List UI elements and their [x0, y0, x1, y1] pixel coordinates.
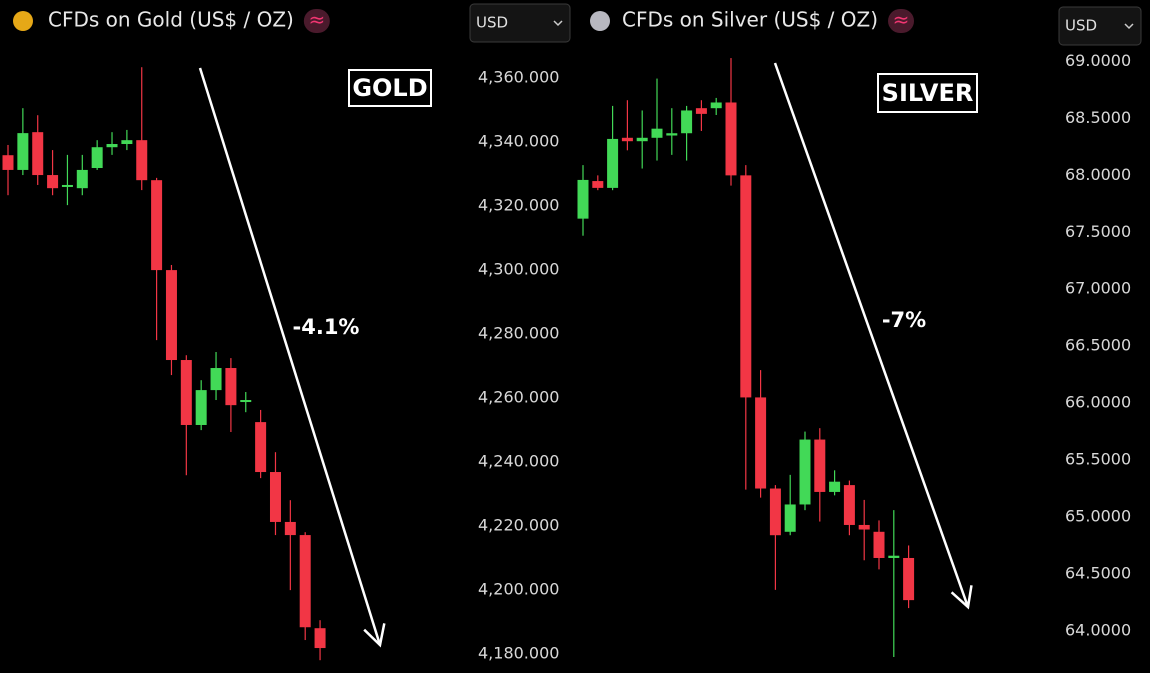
- arrow-head: [363, 623, 386, 648]
- candle-body: [903, 557, 915, 601]
- candle-body: [695, 108, 707, 114]
- y-tick-label: 4,280.000: [478, 324, 559, 343]
- y-tick-label: 4,220.000: [478, 516, 559, 535]
- candle-body: [725, 102, 737, 176]
- candle-body: [17, 133, 29, 170]
- symbol-icon: [590, 11, 610, 31]
- y-tick-label: 67.0000: [1065, 279, 1131, 298]
- candle-body: [91, 147, 103, 169]
- candle-body: [636, 137, 648, 142]
- symbol-mark: ≈: [308, 8, 325, 32]
- candle-body: [225, 368, 237, 406]
- candle-body: [76, 169, 88, 189]
- candle-body: [165, 270, 177, 361]
- y-tick-label: 4,320.000: [478, 196, 559, 215]
- y-tick-label: 68.5000: [1065, 108, 1131, 127]
- candle-body: [577, 179, 589, 219]
- candle-body: [784, 504, 796, 532]
- trend-arrow: [198, 67, 382, 646]
- label-box: [348, 69, 432, 107]
- candle-body: [2, 155, 14, 170]
- candle-body: [755, 397, 767, 489]
- candle-body: [799, 439, 811, 505]
- candle-body: [814, 439, 826, 492]
- candle-body: [121, 140, 133, 145]
- candle-body: [829, 481, 841, 492]
- label-text: GOLD: [352, 74, 427, 102]
- y-tick-label: 64.5000: [1065, 563, 1131, 582]
- dropdown-chevron: [1124, 23, 1134, 30]
- y-tick-label: 4,180.000: [478, 644, 559, 663]
- candle-body: [240, 400, 252, 403]
- candle-body: [769, 488, 781, 536]
- chart-title: CFDs on Silver (US$ / OZ): [622, 8, 878, 32]
- candle-body: [136, 140, 148, 181]
- trend-arrow: [773, 62, 970, 608]
- candle-body: [269, 472, 281, 522]
- candle-body: [710, 102, 722, 109]
- candle-body: [151, 180, 163, 271]
- y-tick-label: 67.5000: [1065, 222, 1131, 241]
- y-tick-label: 4,340.000: [478, 132, 559, 151]
- dropdown-chevron: [553, 20, 563, 27]
- currency-dropdown[interactable]: [469, 3, 571, 43]
- arrow-head: [950, 585, 973, 610]
- label-text: SILVER: [882, 79, 974, 107]
- candle-body: [32, 132, 44, 176]
- candle-body: [106, 144, 118, 148]
- y-tick-label: 4,260.000: [478, 388, 559, 407]
- candle-body: [47, 175, 59, 189]
- currency-dropdown[interactable]: [1058, 6, 1142, 46]
- y-tick-label: 69.0000: [1065, 51, 1131, 70]
- candle-body: [651, 128, 663, 138]
- candle-body: [592, 181, 604, 188]
- change-annotation: -7%: [882, 308, 926, 332]
- symbol-icon: [13, 11, 33, 31]
- candle-body: [61, 184, 73, 187]
- candle-body: [299, 535, 311, 628]
- y-tick-label: 4,300.000: [478, 260, 559, 279]
- candle-body: [314, 628, 326, 649]
- candle-body: [607, 138, 619, 188]
- y-tick-label: 4,360.000: [478, 68, 559, 87]
- candle-body: [858, 524, 870, 530]
- candle-body: [666, 133, 678, 136]
- candle-body: [873, 531, 885, 558]
- candle-body: [284, 521, 296, 536]
- y-tick-label: 64.0000: [1065, 620, 1131, 639]
- y-tick-label: 66.5000: [1065, 336, 1131, 355]
- change-annotation: -4.1%: [293, 315, 360, 339]
- label-box: [877, 73, 978, 113]
- candle-body: [681, 110, 693, 134]
- currency-label[interactable]: USD: [476, 14, 508, 32]
- y-tick-label: 4,200.000: [478, 580, 559, 599]
- candle-body: [195, 390, 207, 425]
- y-tick-label: 4,240.000: [478, 452, 559, 471]
- candle-body: [621, 137, 633, 142]
- y-tick-label: 66.0000: [1065, 393, 1131, 412]
- symbol-badge: [888, 9, 915, 33]
- currency-label[interactable]: USD: [1065, 17, 1097, 35]
- y-tick-label: 65.0000: [1065, 506, 1131, 525]
- symbol-mark: ≈: [893, 8, 910, 32]
- candle-body: [210, 368, 222, 391]
- candle-body: [740, 175, 752, 398]
- y-tick-label: 65.5000: [1065, 450, 1131, 469]
- y-tick-label: 68.0000: [1065, 165, 1131, 184]
- chart-title: CFDs on Gold (US$ / OZ): [48, 8, 294, 32]
- candle-body: [888, 555, 900, 558]
- candle-body: [255, 422, 267, 473]
- candle-body: [180, 360, 192, 425]
- symbol-badge: [303, 9, 330, 33]
- candle-body: [843, 485, 855, 525]
